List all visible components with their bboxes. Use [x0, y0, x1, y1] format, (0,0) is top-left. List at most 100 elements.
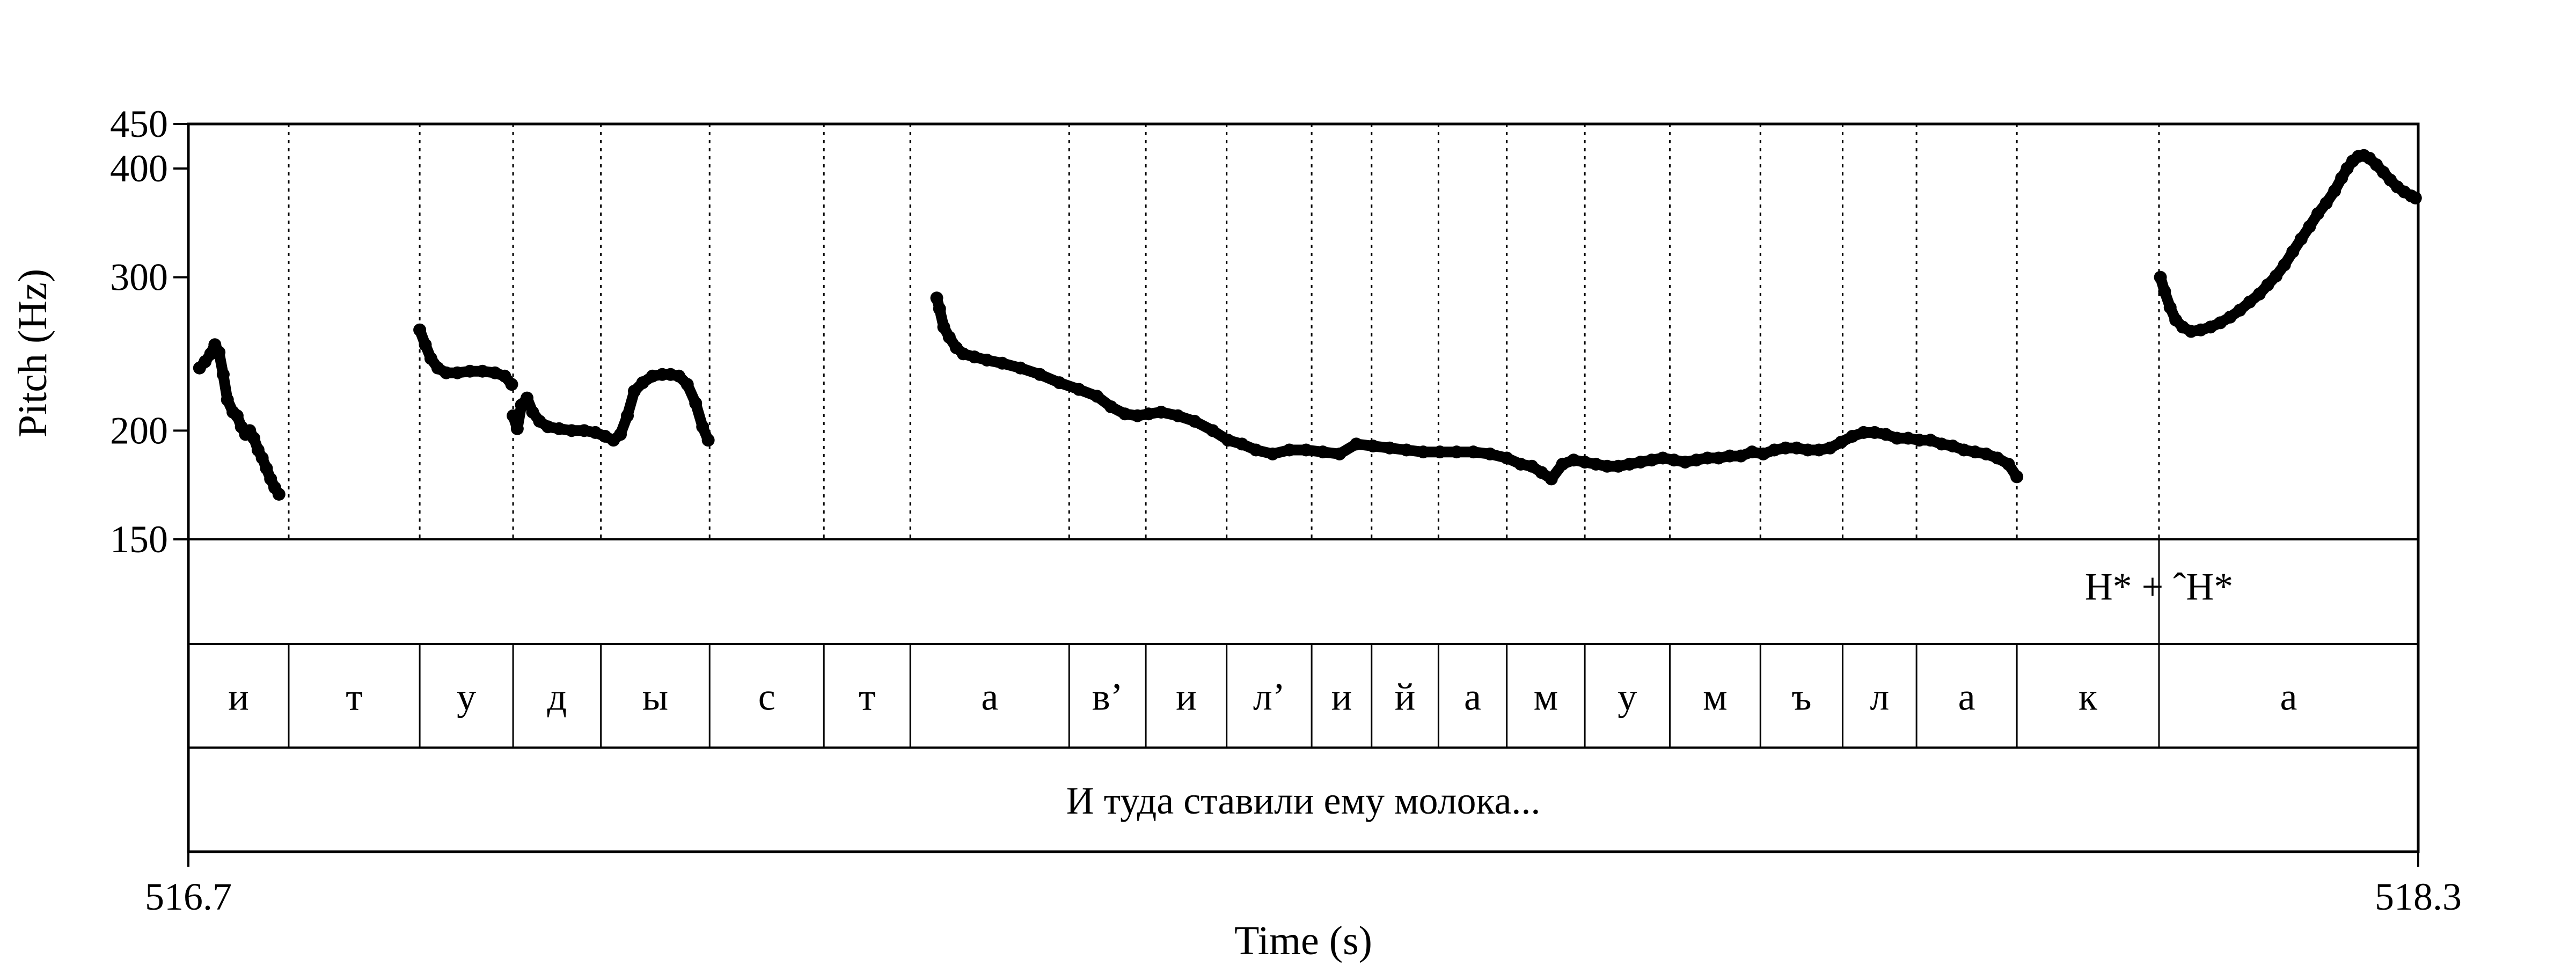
tone-label: H* + ˆH* — [2085, 565, 2234, 608]
pitch-point — [507, 409, 520, 422]
pitch-point — [2204, 320, 2218, 334]
pitch-point — [1567, 453, 1580, 467]
pitch-point — [672, 369, 686, 383]
segment-label: а — [981, 676, 998, 719]
pitch-point — [2252, 287, 2266, 301]
pitch-point — [2335, 171, 2348, 185]
pitch-point — [424, 352, 437, 365]
pitch-point — [1188, 414, 1201, 428]
pitch-point — [1901, 431, 1915, 445]
pitch-point — [1679, 456, 1692, 469]
pitch-point — [1846, 429, 1859, 443]
segment-label: ы — [642, 676, 668, 719]
pitch-point — [2294, 232, 2308, 246]
pitch-point — [1623, 457, 1636, 471]
pitch-point — [1383, 441, 1396, 455]
pitch-point — [1500, 451, 1513, 465]
y-tick-label-400: 400 — [110, 147, 168, 190]
pitch-point — [521, 391, 534, 405]
pitch-point — [1171, 409, 1184, 422]
pitch-segment-1 — [413, 323, 518, 391]
pitch-point — [2194, 323, 2207, 336]
pitch-point — [1366, 440, 1380, 453]
pitch-point — [1154, 405, 1168, 419]
pitch-point — [440, 366, 453, 379]
pitch-point — [968, 350, 981, 364]
pitch-point — [1283, 443, 1296, 457]
pitch-point — [1206, 424, 1219, 437]
pitch-point — [701, 434, 715, 447]
y-tick-label-150: 150 — [110, 518, 168, 561]
pitch-point — [1890, 431, 1904, 445]
pitch-point — [2303, 220, 2316, 233]
pitch-point — [230, 409, 244, 422]
pitch-point — [272, 487, 286, 501]
pitch-point — [1142, 407, 1155, 421]
pitch-point — [1072, 383, 1086, 396]
pitch-point — [2214, 316, 2227, 330]
segment-label: л — [1870, 676, 1889, 719]
y-axis-title: Pitch (Hz) — [10, 269, 55, 437]
pitch-point — [1723, 449, 1737, 463]
segment-label: у — [457, 676, 476, 719]
pitch-point — [247, 431, 261, 445]
pitch-point — [216, 368, 230, 381]
segment-label: и — [228, 676, 249, 719]
y-tick-label-300: 300 — [110, 256, 168, 299]
pitch-point — [1701, 451, 1714, 465]
pitch-point — [1266, 447, 1279, 460]
pitch-point — [510, 422, 524, 435]
pitch-point — [1316, 445, 1329, 459]
pitch-segment-0 — [193, 338, 286, 501]
pitch-point — [2243, 295, 2256, 309]
segment-label: м — [1703, 676, 1728, 719]
pitch-point — [1667, 453, 1681, 467]
pitch-point — [463, 364, 477, 378]
pitch-point — [488, 366, 502, 379]
pitch-point — [1514, 457, 1527, 471]
segment-label: а — [2280, 676, 2297, 719]
pitch-point — [1790, 441, 1803, 455]
pitch-point — [1600, 459, 1614, 473]
pitch-point — [565, 424, 579, 437]
pitch-point — [475, 364, 489, 378]
x-tick-label-0: 516.7 — [145, 875, 232, 918]
pitch-point — [1104, 400, 1118, 413]
pitch-point — [1350, 437, 1363, 451]
pitch-contour — [508, 369, 714, 446]
pitch-point — [1946, 440, 1959, 453]
pitch-point — [1768, 443, 1781, 457]
pitch-point — [1801, 443, 1814, 457]
pitch-point — [1467, 445, 1480, 459]
pitch-point — [1745, 445, 1759, 459]
pitch-point — [213, 346, 226, 359]
pitch-point — [1979, 447, 1993, 460]
pitch-point — [1299, 443, 1313, 457]
segment-label: й — [1395, 676, 1416, 719]
pitch-point — [1812, 443, 1826, 457]
pitch-point — [2261, 278, 2274, 291]
pitch-point — [1935, 437, 1948, 451]
pitch-point — [1990, 451, 2004, 465]
x-axis-title: Time (s) — [1234, 918, 1372, 963]
y-tick-label-450: 450 — [110, 103, 168, 145]
segment-label: и — [1331, 676, 1352, 719]
pitch-point — [980, 353, 994, 367]
pitch-point — [1712, 451, 1725, 465]
pitch-point — [996, 356, 1009, 370]
pitch-segment-4 — [2154, 149, 2422, 338]
pitch-point — [451, 366, 464, 379]
pitch-point — [1689, 453, 1703, 467]
y-tick-label-200: 200 — [110, 409, 168, 452]
pitch-point — [1221, 434, 1235, 447]
pitch-point — [505, 378, 518, 391]
pitch-point — [680, 378, 694, 391]
pitch-point — [930, 291, 943, 305]
segment-label: л’ — [1253, 676, 1285, 719]
pitch-point — [2010, 470, 2024, 484]
pitch-point — [2319, 196, 2333, 210]
sentence-label: И туда ставили ему молока... — [1066, 779, 1541, 822]
pitch-point — [1450, 445, 1463, 459]
pitch-point — [1868, 426, 1882, 439]
pitch-point — [2233, 303, 2246, 317]
